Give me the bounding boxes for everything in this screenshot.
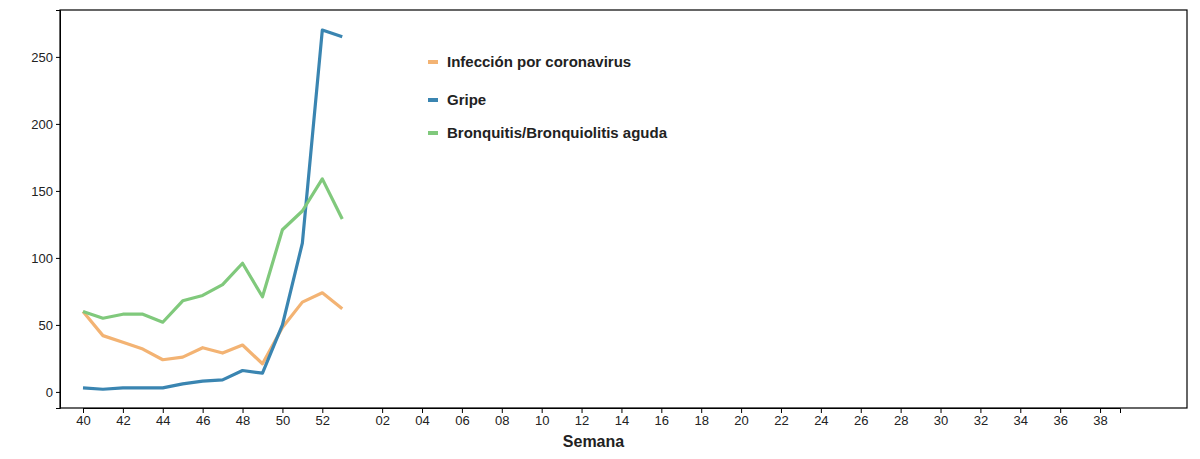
y-tick-label: 150 bbox=[31, 184, 53, 199]
x-tick: 36 bbox=[1053, 408, 1067, 428]
x-tick-label: 12 bbox=[575, 413, 589, 428]
legend-swatch bbox=[428, 131, 438, 135]
x-tick-label: 18 bbox=[694, 413, 708, 428]
y-tick-label: 250 bbox=[31, 50, 53, 65]
y-axis: 0 50 100 150 200 250 bbox=[31, 11, 60, 409]
x-tick: 38 bbox=[1093, 408, 1107, 428]
x-tick: 30 bbox=[934, 408, 948, 428]
x-tick: 06 bbox=[455, 408, 469, 428]
x-tick: 20 bbox=[734, 408, 748, 428]
x-tick-label: 34 bbox=[1014, 413, 1028, 428]
x-axis-title: Semana bbox=[563, 433, 624, 450]
series-line bbox=[83, 179, 342, 322]
legend: Infección por coronavirus Gripe Bronquitis… bbox=[428, 53, 668, 141]
x-tick-label: 08 bbox=[495, 413, 509, 428]
y-tick-mark bbox=[56, 392, 60, 393]
y-tick-mark bbox=[56, 325, 60, 326]
x-tick: 42 bbox=[116, 408, 130, 428]
x-tick-label: 02 bbox=[375, 413, 389, 428]
legend-label: Bronquitis/Bronquiolitis aguda bbox=[447, 124, 668, 141]
x-tick: 48 bbox=[236, 408, 250, 428]
chart-svg: 0 50 100 150 200 250 40 42 44 46 48 50 52 02 04 06 08 10 1… bbox=[0, 0, 1200, 459]
plot-frame bbox=[60, 10, 1187, 408]
y-tick-label: 0 bbox=[46, 385, 53, 400]
x-tick-label: 14 bbox=[615, 413, 629, 428]
y-tick: 0 bbox=[46, 385, 60, 400]
x-tick-label: 52 bbox=[316, 413, 330, 428]
y-tick-mark bbox=[56, 124, 60, 125]
x-tick: 12 bbox=[575, 408, 589, 428]
x-tick-label: 48 bbox=[236, 413, 250, 428]
x-tick-label: 20 bbox=[734, 413, 748, 428]
x-tick-label: 16 bbox=[655, 413, 669, 428]
x-tick-label: 36 bbox=[1053, 413, 1067, 428]
x-tick-label: 40 bbox=[76, 413, 90, 428]
x-tick-label: 22 bbox=[774, 413, 788, 428]
x-tick-label: 04 bbox=[415, 413, 429, 428]
x-tick: 08 bbox=[495, 408, 509, 428]
y-tick: 50 bbox=[39, 318, 60, 333]
x-tick-label: 26 bbox=[854, 413, 868, 428]
y-tick-label: 100 bbox=[31, 251, 53, 266]
x-tick: 52 bbox=[316, 408, 330, 428]
legend-label: Gripe bbox=[447, 91, 486, 108]
x-tick: 10 bbox=[535, 408, 549, 428]
y-tick-label: 50 bbox=[39, 318, 53, 333]
x-tick: 24 bbox=[814, 408, 828, 428]
y-tick: 150 bbox=[31, 184, 60, 199]
x-tick-label: 10 bbox=[535, 413, 549, 428]
x-tick-label: 06 bbox=[455, 413, 469, 428]
y-tick-mark bbox=[56, 258, 60, 259]
y-axis-line bbox=[56, 11, 61, 409]
x-tick: 34 bbox=[1014, 408, 1028, 428]
x-tick: 28 bbox=[894, 408, 908, 428]
x-tick-label: 32 bbox=[974, 413, 988, 428]
x-tick: 44 bbox=[156, 408, 170, 428]
legend-swatch bbox=[428, 98, 438, 102]
x-tick: 18 bbox=[694, 408, 708, 428]
lines bbox=[83, 30, 342, 389]
y-tick-mark bbox=[56, 57, 60, 58]
y-tick: 100 bbox=[31, 251, 60, 266]
y-tick-label: 200 bbox=[31, 117, 53, 132]
x-tick: 22 bbox=[774, 408, 788, 428]
y-tick: 250 bbox=[31, 50, 60, 65]
x-tick: 14 bbox=[615, 408, 629, 428]
x-tick-label: 28 bbox=[894, 413, 908, 428]
x-tick-label: 38 bbox=[1093, 413, 1107, 428]
x-tick-label: 24 bbox=[814, 413, 828, 428]
y-tick: 200 bbox=[31, 117, 60, 132]
y-tick-mark bbox=[56, 191, 60, 192]
series-line bbox=[83, 30, 342, 389]
x-tick-label: 30 bbox=[934, 413, 948, 428]
x-tick-label: 50 bbox=[276, 413, 290, 428]
legend-swatch bbox=[428, 60, 438, 64]
legend-label: Infección por coronavirus bbox=[447, 53, 631, 70]
x-tick-label: 46 bbox=[196, 413, 210, 428]
x-tick-label: 44 bbox=[156, 413, 170, 428]
x-axis: 40 42 44 46 48 50 52 02 04 06 08 10 12 14 16 18 20 22 24 26… bbox=[76, 408, 1120, 428]
x-tick-label: 42 bbox=[116, 413, 130, 428]
x-tick: 40 bbox=[76, 408, 90, 428]
x-tick: 26 bbox=[854, 408, 868, 428]
x-tick: 46 bbox=[196, 408, 210, 428]
x-tick: 04 bbox=[415, 408, 429, 428]
x-tick: 16 bbox=[655, 408, 669, 428]
x-tick: 32 bbox=[974, 408, 988, 428]
series-line bbox=[83, 293, 342, 364]
x-tick: 50 bbox=[276, 408, 290, 428]
x-tick: 02 bbox=[375, 408, 389, 428]
